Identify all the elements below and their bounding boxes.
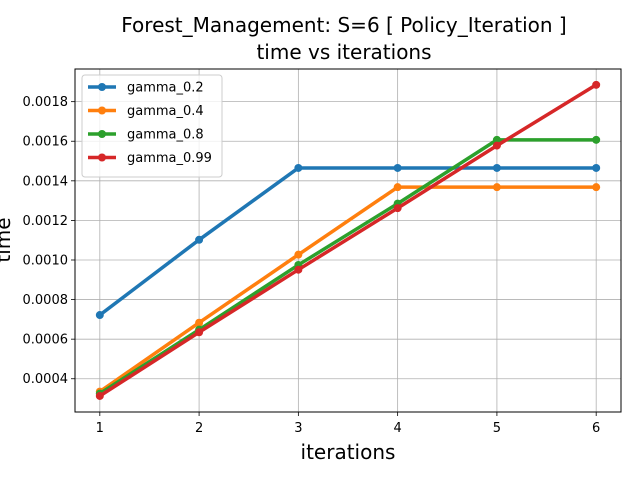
legend-item: gamma_0.2 [88, 81, 204, 96]
data-point [95, 311, 104, 320]
legend-label: gamma_0.99 [127, 151, 212, 166]
ticks: 1 2 3 4 5 6 0.0004 0.0006 0.0008 0.0010 0.0012 0.00… [23, 95, 601, 436]
y-tick-label: 0.0010 [23, 253, 69, 268]
legend-item: gamma_0.99 [88, 151, 212, 166]
series-line [97, 138, 598, 397]
data-point [195, 235, 204, 244]
legend-marker [98, 106, 106, 115]
series-line [97, 82, 599, 399]
x-tick-label: 1 [96, 421, 104, 436]
x-tick-label: 3 [294, 421, 302, 436]
legend-label: gamma_0.4 [127, 104, 204, 119]
legend-box [81, 74, 223, 178]
x-tick-label: 6 [592, 421, 600, 436]
y-tick-label: 0.0008 [23, 293, 69, 308]
data-point [492, 135, 501, 144]
data-point [95, 391, 104, 400]
series-line [97, 185, 598, 395]
data-point [492, 141, 501, 150]
legend-item: gamma_0.8 [88, 128, 204, 143]
data-point [294, 163, 303, 172]
data-point [195, 318, 204, 327]
y-tick-label: 0.0006 [23, 333, 69, 348]
series-line [97, 166, 598, 318]
data-point [592, 183, 601, 192]
y-tick-label: 0.0012 [23, 214, 69, 229]
series-gamma_0.99 [95, 80, 601, 400]
x-axis-label: iterations [301, 440, 396, 464]
data-point [393, 204, 402, 213]
data-point [294, 250, 303, 259]
series-gamma_0.2 [95, 163, 601, 320]
data-point [195, 328, 204, 337]
legend: gamma_0.2 gamma_0.4 gamma_0.8 gamma_0.99 [81, 74, 223, 178]
data-point [294, 265, 303, 274]
y-axis-label: time [0, 217, 15, 262]
data-point [592, 163, 601, 172]
data-point [393, 183, 402, 192]
series-group [95, 80, 601, 400]
legend-item: gamma_0.4 [88, 104, 204, 119]
y-tick-label: 0.0014 [23, 174, 69, 189]
legend-marker [98, 130, 106, 138]
data-point [592, 135, 601, 144]
legend-label: gamma_0.2 [127, 81, 204, 96]
x-tick-label: 5 [493, 421, 501, 436]
y-tick-label: 0.0004 [23, 372, 69, 387]
x-tick-label: 2 [195, 421, 203, 436]
legend-label: gamma_0.8 [127, 128, 204, 143]
data-point [592, 80, 601, 89]
x-tick-label: 4 [393, 421, 401, 436]
data-point [393, 163, 402, 172]
data-point [492, 183, 501, 192]
chart-title-line-1: Forest_Management: S=6 [ Policy_Iteratio… [121, 13, 566, 37]
y-tick-label: 0.0016 [23, 135, 69, 150]
chart-title-line-2: time vs iterations [256, 40, 431, 64]
y-tick-label: 0.0018 [23, 95, 69, 110]
legend-marker [98, 153, 106, 162]
legend-marker [98, 83, 106, 91]
data-point [492, 163, 501, 172]
plot-frame [74, 68, 622, 413]
